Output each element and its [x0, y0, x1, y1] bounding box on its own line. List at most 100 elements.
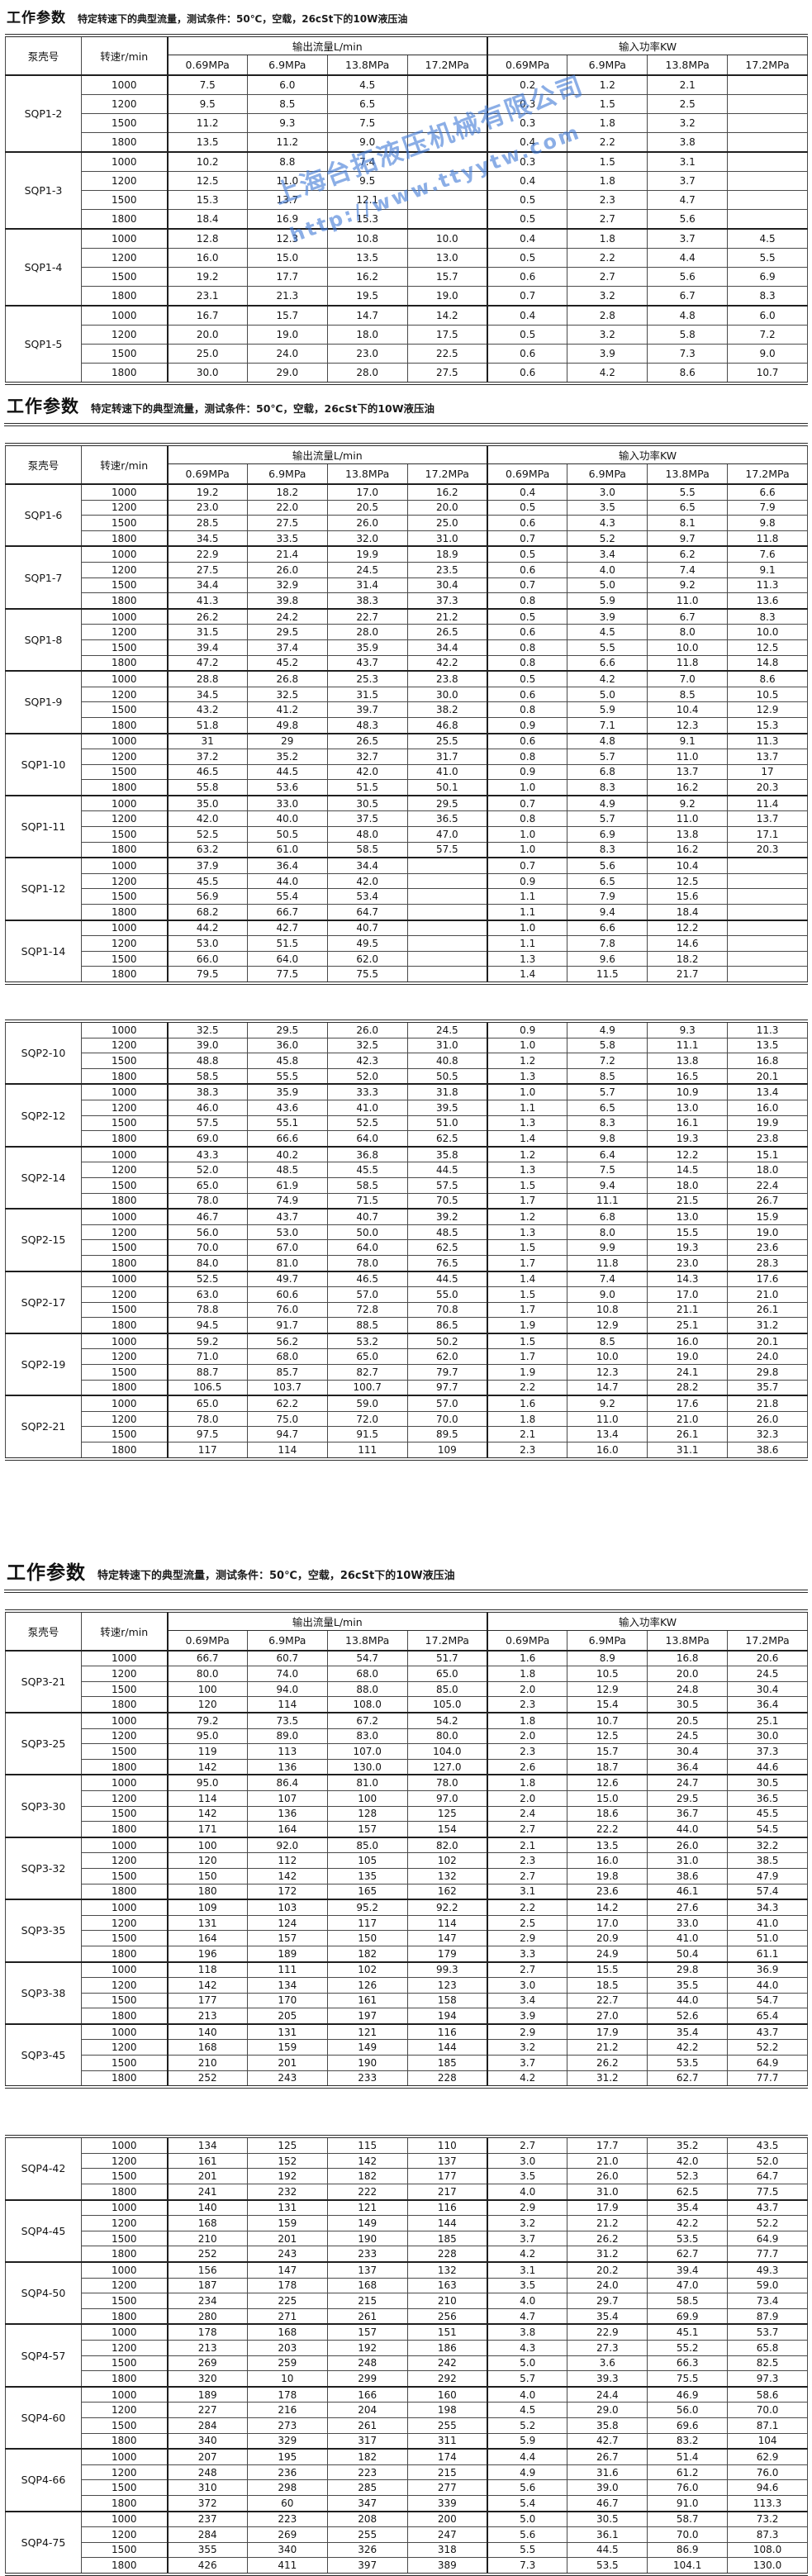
power-pressure-header: 17.2MPa: [727, 463, 808, 485]
power-value-cell: 30.5: [727, 1774, 808, 1791]
power-value-cell: 3.7: [647, 228, 729, 249]
power-value-cell: 8.3: [727, 286, 808, 307]
table-row: 1800 68.2 66.7 64.7 1.1 9.4 18.4: [6, 904, 808, 921]
flow-value-cell: 44.5: [406, 1162, 488, 1178]
flow-value-cell: 30.0: [166, 363, 248, 384]
flow-value-cell: 261: [326, 2417, 408, 2434]
power-value-cell: 14.3: [647, 1270, 729, 1288]
power-value-cell: 4.8: [647, 305, 729, 326]
table-row: 1500 164 157 150 147 2.9 20.9 41.0 51.0: [6, 1930, 808, 1946]
flow-value-cell: 70.5: [406, 1192, 488, 1210]
table-row: 1200 187 178 168 163 3.5 24.0 47.0 59.0: [6, 2277, 808, 2294]
power-value-cell: 14.7: [567, 1379, 648, 1396]
speed-cell: 1800: [81, 1254, 168, 1272]
flow-value-cell: 208: [326, 2510, 408, 2528]
flow-value-cell: 31.5: [326, 686, 408, 703]
power-value-cell: 56.0: [647, 2402, 729, 2418]
power-value-cell: 1.7: [487, 1254, 568, 1272]
power-value-cell: 44.6: [727, 1758, 808, 1775]
power-value-cell: 1.3: [487, 950, 568, 967]
power-value-cell: 42.2: [647, 2039, 729, 2056]
speed-cell: 1500: [81, 1301, 168, 1319]
power-value-cell: 26.1: [727, 1301, 808, 1319]
flow-value-cell: 64.0: [246, 950, 328, 967]
speed-cell: 1500: [81, 1867, 168, 1884]
pump-model-cell: SQP1-7: [5, 545, 82, 610]
power-value-cell: 0.6: [487, 732, 568, 750]
flow-value-cell: 41.0: [326, 1099, 408, 1116]
speed-cell: 1000: [81, 2323, 168, 2341]
power-value-cell: 4.4: [647, 248, 729, 268]
flow-value-cell: 65.0: [166, 1395, 248, 1412]
flow-value-cell: 34.5: [166, 686, 248, 703]
power-value-cell: 58.5: [647, 2293, 729, 2309]
speed-cell: 1800: [81, 530, 168, 547]
table-row: 1800 18.4 16.9 15.3 0.5 2.7 5.6: [6, 209, 808, 230]
flow-value-cell: 75.5: [326, 966, 408, 984]
power-value-cell: 87.9: [727, 2307, 808, 2325]
flow-value-cell: 280: [166, 2307, 248, 2325]
flow-value-cell: 149: [326, 2039, 408, 2056]
power-value-cell: 12.3: [567, 1364, 648, 1381]
pump-model-cell: SQP3-25: [5, 1711, 82, 1775]
power-value-cell: 10.8: [567, 1301, 648, 1319]
flow-value-cell: 79.7: [406, 1364, 488, 1381]
table-row: SQP4-50 1000 156 147 137 132 3.1 20.2 39.4 49.3: [5, 2260, 808, 2325]
flow-value-cell: 30.0: [406, 686, 488, 703]
pump-model-cell: SQP3-30: [5, 1774, 82, 1838]
power-value-cell: 0.2: [487, 74, 568, 95]
power-value-cell: 5.4: [487, 2494, 568, 2512]
power-value-cell: 3.2: [647, 113, 729, 133]
power-value-cell: 5.5: [727, 248, 808, 268]
power-value-cell: 21.0: [567, 2152, 648, 2170]
power-value-cell: 16.0: [567, 1442, 648, 1460]
flow-value-cell: 31: [166, 732, 248, 750]
table-row: 1800 252 243 233 228 4.2 31.2 62.7 77.7: [6, 2070, 808, 2088]
table-row: SQP2-12 1000 38.3 35.9 33.3 31.8 1.0 5.7 10.9 13.…: [5, 1083, 808, 1148]
flow-value-cell: 165: [326, 1883, 408, 1900]
flow-value-cell: 19.9: [326, 545, 408, 563]
flow-value-cell: 197: [326, 2008, 408, 2025]
power-value-cell: 1.9: [487, 1317, 568, 1334]
flow-value-cell: 12.1: [326, 190, 408, 210]
flow-value-cell: 102: [406, 1852, 488, 1869]
table-row: SQP3-38 1000 118 111 102 99.3 2.7 15.5 29.8 36.9: [5, 1961, 808, 2025]
speed-cell: 1800: [81, 779, 168, 796]
power-value-cell: 4.0: [487, 2293, 568, 2309]
power-value-cell: 2.7: [487, 1867, 568, 1884]
flow-value-cell: 82.7: [326, 1364, 408, 1381]
power-value-cell: 17.0: [647, 1286, 729, 1303]
power-value-cell: 12.2: [647, 1145, 729, 1163]
table-row: SQP4-66 1000 207 195 182 174 4.4 26.7 51.4 62.9: [5, 2448, 808, 2512]
flow-value-cell: 22.0: [246, 499, 328, 516]
flow-value-cell: 63.0: [166, 1286, 248, 1303]
power-value-cell: 82.5: [727, 2355, 808, 2372]
pump-column-header: 泵壳号: [5, 1610, 82, 1652]
power-value-cell: 42.0: [647, 2152, 729, 2170]
flow-value-cell: 57.5: [406, 841, 488, 858]
flow-value-cell: 97.7: [406, 1379, 488, 1396]
flow-value-cell: 204: [326, 2402, 408, 2418]
power-value-cell: 23.6: [567, 1883, 648, 1900]
flow-value-cell: 86.4: [246, 1774, 328, 1791]
power-value-cell: 15.3: [727, 716, 808, 734]
flow-value-cell: 56.0: [166, 1224, 248, 1241]
flow-value-cell: 42.3: [326, 1053, 408, 1069]
speed-cell: 1500: [81, 1805, 168, 1823]
flow-value-cell: 43.7: [326, 654, 408, 672]
power-value-cell: [727, 94, 808, 114]
speed-cell: 1000: [81, 1145, 168, 1163]
flow-value-cell: 95.0: [166, 1774, 248, 1791]
power-value-cell: 12.3: [647, 716, 729, 734]
power-value-cell: 1.6: [487, 1649, 568, 1667]
flow-value-cell: 52.0: [166, 1162, 248, 1178]
speed-cell: 1000: [81, 151, 168, 172]
speed-cell: 1000: [81, 1961, 168, 1979]
flow-value-cell: 73.5: [246, 1711, 328, 1729]
flow-value-cell: 78.0: [166, 1192, 248, 1210]
flow-value-cell: 147: [406, 1930, 488, 1946]
table-row: SQP4-60 1000 189 178 166 160 4.0 24.4 46.9 58.6: [5, 2385, 808, 2450]
flow-value-cell: 82.0: [406, 1836, 488, 1854]
power-pressure-header: 6.9MPa: [567, 463, 648, 485]
flow-value-cell: [406, 190, 488, 210]
